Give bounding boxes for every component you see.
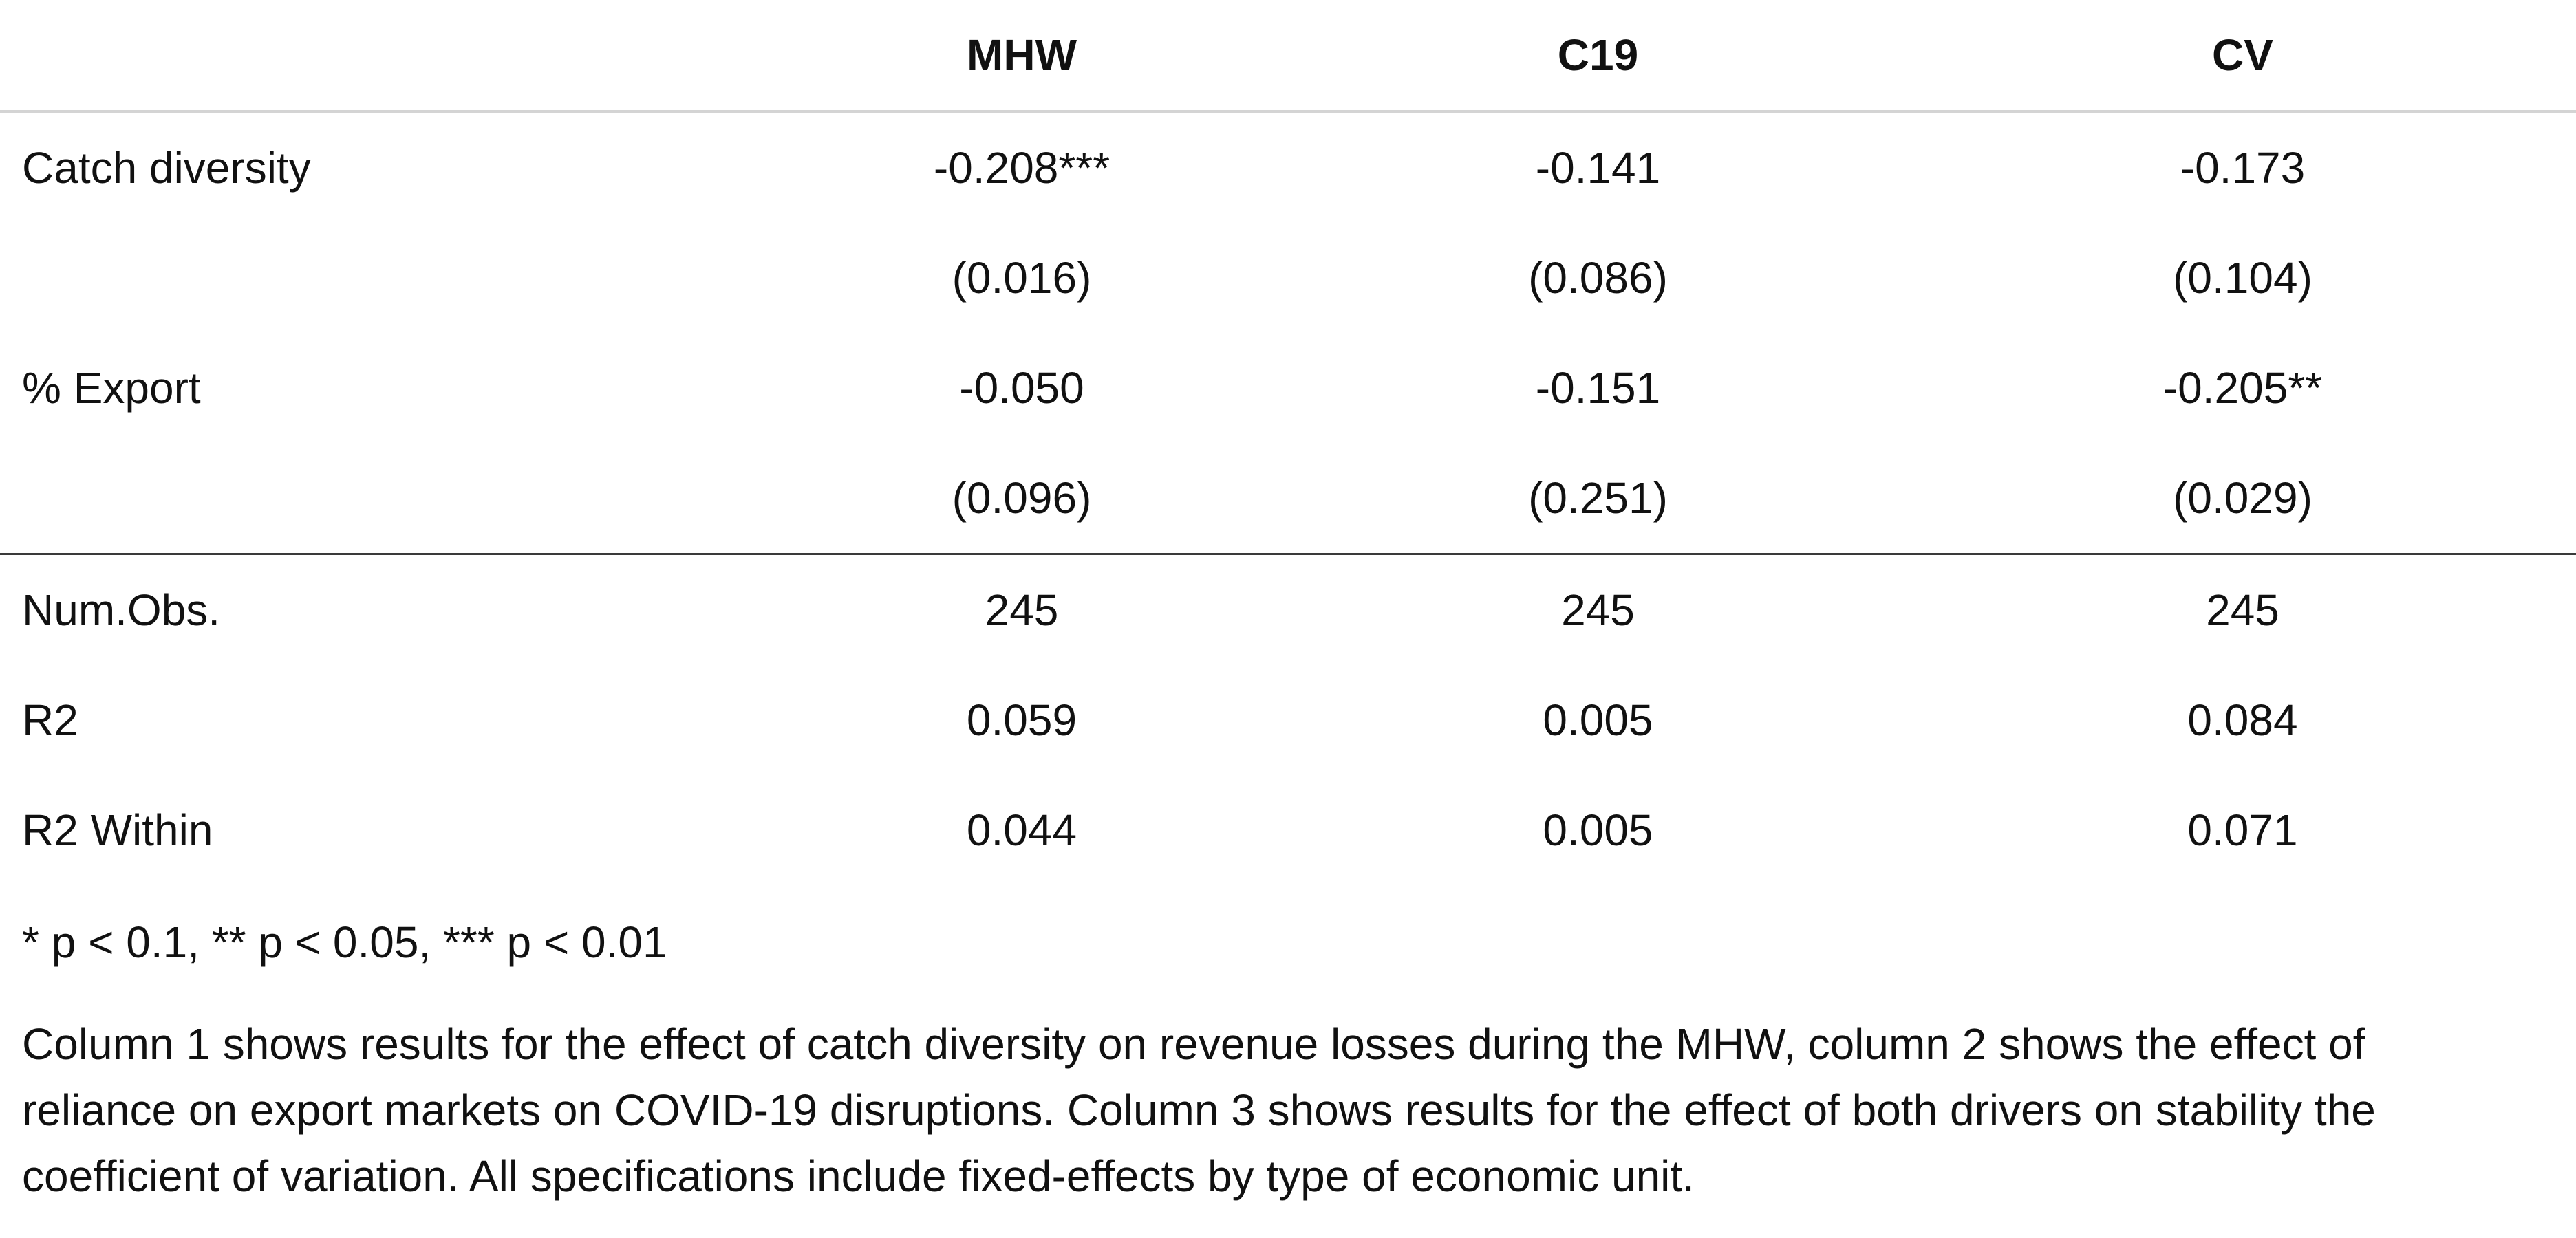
row-label: % Export xyxy=(22,363,201,413)
cell-cv: 0.084 xyxy=(2187,695,2298,745)
regression-table-container: MHW C19 CV Catch diversity -0.208*** -0.… xyxy=(0,0,2576,885)
cell-cv: 245 xyxy=(2206,585,2279,635)
cell-cv: 0.071 xyxy=(2187,805,2298,855)
table-caption: Column 1 shows results for the effect of… xyxy=(22,1019,2376,1201)
table-row: Num.Obs. 245 245 245 xyxy=(0,554,2576,666)
cell-c19: (0.086) xyxy=(1528,253,1668,303)
cell-cv: -0.173 xyxy=(2180,143,2306,193)
header-mhw: MHW xyxy=(757,0,1287,113)
header-c19: C19 xyxy=(1287,0,1909,113)
regression-table: MHW C19 CV Catch diversity -0.208*** -0.… xyxy=(0,0,2576,885)
table-row: R2 Within 0.044 0.005 0.071 xyxy=(0,775,2576,885)
cell-cv: (0.104) xyxy=(2173,253,2312,303)
cell-c19: -0.141 xyxy=(1535,143,1661,193)
cell-cv: (0.029) xyxy=(1909,443,2576,555)
table-row: % Export -0.050 -0.151 -0.205** xyxy=(0,333,2576,443)
cell-mhw: -0.208*** xyxy=(933,143,1110,193)
cell-mhw: 0.059 xyxy=(966,695,1077,745)
header-cv: CV xyxy=(1909,0,2576,113)
row-label xyxy=(0,223,757,333)
cell-mhw: 0.044 xyxy=(966,805,1077,855)
row-label: R2 Within xyxy=(22,805,213,855)
row-label: R2 xyxy=(22,695,78,745)
table-row: R2 0.059 0.005 0.084 xyxy=(0,665,2576,775)
table-header-row: MHW C19 CV xyxy=(0,0,2576,113)
row-label xyxy=(0,443,757,555)
cell-c19: -0.151 xyxy=(1535,363,1661,413)
cell-cv: -0.205** xyxy=(2162,363,2323,413)
row-label: Num.Obs. xyxy=(22,585,221,635)
cell-mhw: 245 xyxy=(985,585,1059,635)
table-row: Catch diversity -0.208*** -0.141 -0.173 xyxy=(0,111,2576,223)
cell-c19: 0.005 xyxy=(1543,695,1653,745)
cell-mhw: -0.050 xyxy=(959,363,1084,413)
cell-c19: 245 xyxy=(1561,585,1635,635)
row-label: Catch diversity xyxy=(22,143,311,193)
cell-c19: 0.005 xyxy=(1543,805,1653,855)
table-notes: * p < 0.1, ** p < 0.05, *** p < 0.01 Col… xyxy=(22,887,2499,1209)
table-row: (0.096) (0.251) (0.029) xyxy=(0,443,2576,555)
significance-note: * p < 0.1, ** p < 0.05, *** p < 0.01 xyxy=(22,917,667,967)
cell-c19: (0.251) xyxy=(1287,443,1909,555)
header-empty xyxy=(0,0,757,113)
cell-mhw: (0.096) xyxy=(757,443,1287,555)
cell-mhw: (0.016) xyxy=(952,253,1092,303)
table-row: (0.016) (0.086) (0.104) xyxy=(0,223,2576,333)
